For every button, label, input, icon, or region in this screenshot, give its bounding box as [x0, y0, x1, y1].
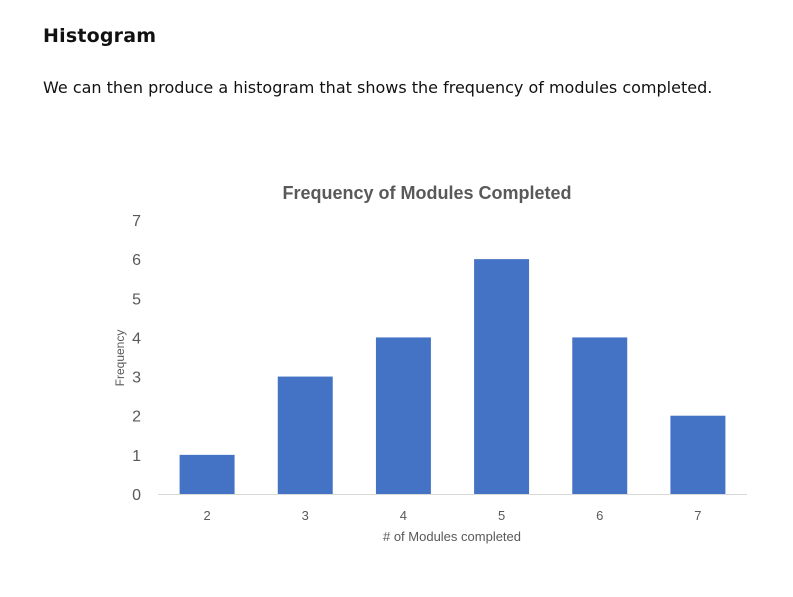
- y-tick-label: 2: [132, 409, 141, 426]
- x-tick-labels: 2 3 4 5 6 7: [203, 508, 701, 523]
- x-axis-label: # of Modules completed: [383, 529, 521, 544]
- bar-5: [474, 259, 530, 494]
- intro-paragraph: We can then produce a histogram that sho…: [43, 78, 713, 97]
- bar-2: [179, 454, 235, 494]
- x-tick-label: 3: [302, 508, 309, 523]
- y-tick-label: 1: [132, 448, 141, 465]
- y-tick-label: 5: [132, 291, 141, 308]
- bar-6: [572, 337, 628, 494]
- y-tick-label: 4: [132, 330, 141, 347]
- x-tick-label: 2: [203, 508, 210, 523]
- y-axis-label: Frequency: [113, 330, 127, 387]
- x-tick-label: 7: [694, 508, 701, 523]
- bar-3: [277, 376, 333, 494]
- y-tick-labels: 0 1 2 3 4 5 6 7: [132, 213, 141, 504]
- y-tick-label: 6: [132, 252, 141, 269]
- x-tick-label: 4: [400, 508, 407, 523]
- x-tick-label: 6: [596, 508, 603, 523]
- chart-title: Frequency of Modules Completed: [282, 183, 571, 203]
- bar-4: [375, 337, 431, 494]
- x-tick-label: 5: [498, 508, 505, 523]
- y-tick-label: 7: [132, 213, 141, 230]
- bars: [179, 259, 726, 494]
- histogram-chart: Frequency of Modules Completed Frequency…: [0, 160, 793, 560]
- histogram-svg: Frequency of Modules Completed Frequency…: [113, 183, 747, 544]
- section-heading: Histogram: [43, 25, 157, 47]
- y-tick-label: 0: [132, 487, 141, 504]
- y-tick-label: 3: [132, 370, 141, 387]
- bar-7: [670, 415, 726, 494]
